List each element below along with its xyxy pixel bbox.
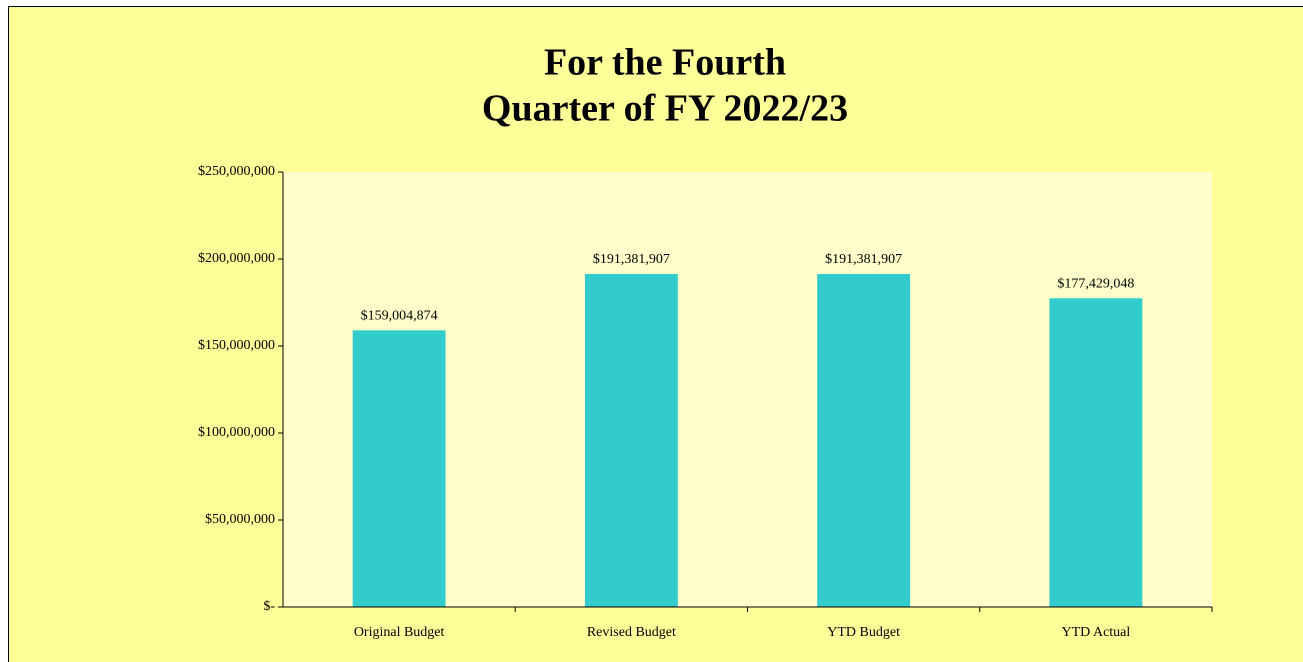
x-tick-label: Revised Budget: [587, 625, 676, 640]
y-tick-label: $50,000,000: [205, 512, 275, 527]
y-tick-label: $100,000,000: [198, 425, 275, 440]
value-label: $177,429,048: [1057, 276, 1134, 291]
chart-title: Quarter of FY 2022/23: [482, 88, 848, 130]
x-tick-label: Original Budget: [354, 625, 445, 640]
value-label: $159,004,874: [361, 309, 438, 324]
bar: [1049, 298, 1143, 607]
y-tick-label: $250,000,000: [198, 164, 275, 179]
y-tick-label: $-: [263, 599, 275, 614]
bar: [352, 330, 446, 607]
x-tick-label: YTD Budget: [827, 625, 900, 640]
chart-title: For the Fourth: [544, 42, 786, 84]
value-label: $191,381,907: [825, 252, 902, 267]
bar: [584, 273, 678, 607]
value-label: $191,381,907: [593, 252, 670, 267]
y-tick-label: $150,000,000: [198, 338, 275, 353]
x-tick-label: YTD Actual: [1061, 625, 1130, 640]
bar: [817, 273, 911, 607]
y-tick-label: $200,000,000: [198, 251, 275, 266]
